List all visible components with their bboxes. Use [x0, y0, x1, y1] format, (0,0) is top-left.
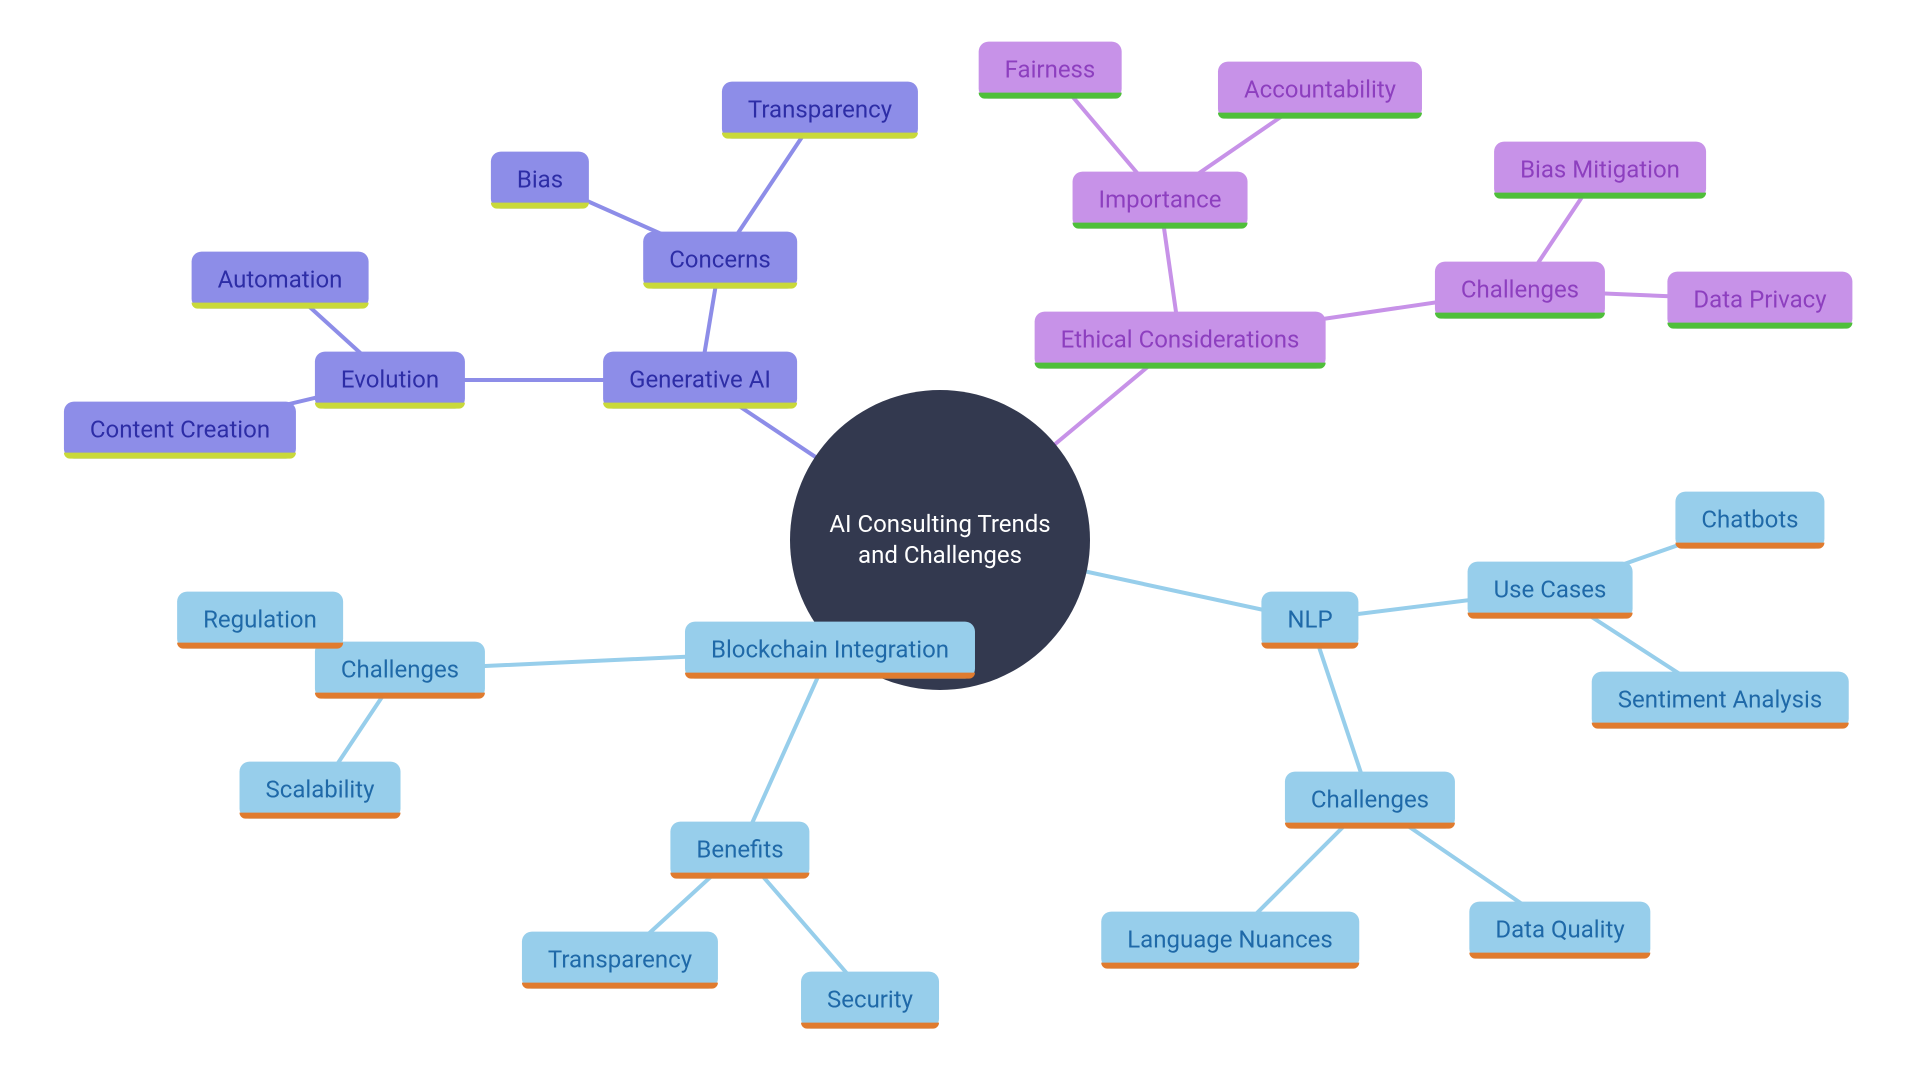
mindmap-node-label: Challenges: [1311, 786, 1429, 814]
node-underline: [801, 1022, 939, 1028]
mindmap-node-label: Challenges: [341, 656, 459, 684]
node-underline: [1101, 962, 1359, 968]
mindmap-node: NLP: [1261, 592, 1358, 649]
mindmap-node: Chatbots: [1675, 492, 1824, 549]
node-underline: [177, 642, 343, 648]
node-underline: [643, 282, 797, 288]
mindmap-node: Accountability: [1218, 62, 1422, 119]
node-underline: [1285, 822, 1455, 828]
node-underline: [603, 402, 797, 408]
mindmap-node: Fairness: [979, 42, 1122, 99]
mindmap-node: Generative AI: [603, 352, 797, 409]
mindmap-node-label: Accountability: [1244, 76, 1396, 104]
node-underline: [1261, 642, 1358, 648]
edge: [740, 650, 830, 850]
mindmap-node-label: Data Privacy: [1693, 286, 1826, 314]
mindmap-node-label: Regulation: [203, 606, 317, 634]
mindmap-node-label: Fairness: [1005, 56, 1096, 84]
mindmap-node-label: Bias Mitigation: [1520, 156, 1680, 184]
node-underline: [1667, 322, 1852, 328]
mindmap-node: Challenges: [315, 642, 485, 699]
mindmap-node: Benefits: [670, 822, 809, 879]
mindmap-node: Concerns: [643, 232, 797, 289]
mindmap-node: Sentiment Analysis: [1592, 672, 1849, 729]
mindmap-node: Evolution: [315, 352, 465, 409]
mindmap-node-label: Transparency: [748, 96, 892, 124]
node-underline: [522, 982, 718, 988]
mindmap-node: Content Creation: [64, 402, 296, 459]
mindmap-node-label: NLP: [1287, 606, 1332, 634]
node-underline: [1468, 612, 1633, 618]
mindmap-node: Bias: [491, 152, 589, 209]
node-underline: [685, 672, 975, 678]
mindmap-node: Scalability: [240, 762, 401, 819]
mindmap-node-label: Transparency: [548, 946, 692, 974]
node-underline: [1592, 722, 1849, 728]
mindmap-node-label: Security: [827, 986, 913, 1014]
mindmap-node-label: Generative AI: [629, 366, 771, 394]
node-underline: [1218, 112, 1422, 118]
node-underline: [1469, 952, 1650, 958]
node-underline: [979, 92, 1122, 98]
mindmap-node-label: Bias: [517, 166, 563, 194]
node-underline: [315, 402, 465, 408]
mindmap-node-label: Content Creation: [90, 416, 270, 444]
node-underline: [670, 872, 809, 878]
node-underline: [1675, 542, 1824, 548]
node-underline: [64, 452, 296, 458]
mindmap-node: Importance: [1073, 172, 1248, 229]
mindmap-node: Transparency: [722, 82, 918, 139]
mindmap-node: Security: [801, 972, 939, 1029]
mindmap-node: Language Nuances: [1101, 912, 1359, 969]
mindmap-node-label: Automation: [218, 266, 343, 294]
mindmap-node-label: Blockchain Integration: [711, 636, 949, 664]
mindmap-node: Challenges: [1435, 262, 1605, 319]
mindmap-node: Data Quality: [1469, 902, 1650, 959]
mindmap-node: Blockchain Integration: [685, 622, 975, 679]
mindmap-node: Automation: [192, 252, 369, 309]
mindmap-node-label: Scalability: [266, 776, 375, 804]
node-underline: [1494, 192, 1706, 198]
node-underline: [1035, 362, 1326, 368]
node-underline: [1435, 312, 1605, 318]
mindmap-node-label: Evolution: [341, 366, 439, 394]
node-underline: [491, 202, 589, 208]
mindmap-canvas: AI Consulting Trends and Challenges Gener…: [0, 0, 1920, 1080]
mindmap-node: Regulation: [177, 592, 343, 649]
node-underline: [722, 132, 918, 138]
mindmap-node-label: Chatbots: [1701, 506, 1798, 534]
mindmap-node-label: Importance: [1099, 186, 1222, 214]
mindmap-node-label: Sentiment Analysis: [1618, 686, 1823, 714]
mindmap-node-label: Language Nuances: [1127, 926, 1333, 954]
mindmap-node: Use Cases: [1468, 562, 1633, 619]
mindmap-node-label: Use Cases: [1494, 576, 1607, 604]
node-underline: [240, 812, 401, 818]
center-node-label: AI Consulting Trends and Challenges: [820, 509, 1060, 571]
mindmap-node-label: Benefits: [696, 836, 783, 864]
mindmap-node: Challenges: [1285, 772, 1455, 829]
node-underline: [315, 692, 485, 698]
node-underline: [1073, 222, 1248, 228]
mindmap-node-label: Challenges: [1461, 276, 1579, 304]
mindmap-node: Data Privacy: [1667, 272, 1852, 329]
mindmap-node-label: Concerns: [669, 246, 771, 274]
mindmap-node: Transparency: [522, 932, 718, 989]
mindmap-node-label: Data Quality: [1495, 916, 1624, 944]
mindmap-node: Ethical Considerations: [1035, 312, 1326, 369]
mindmap-node-label: Ethical Considerations: [1061, 326, 1300, 354]
mindmap-node: Bias Mitigation: [1494, 142, 1706, 199]
node-underline: [192, 302, 369, 308]
